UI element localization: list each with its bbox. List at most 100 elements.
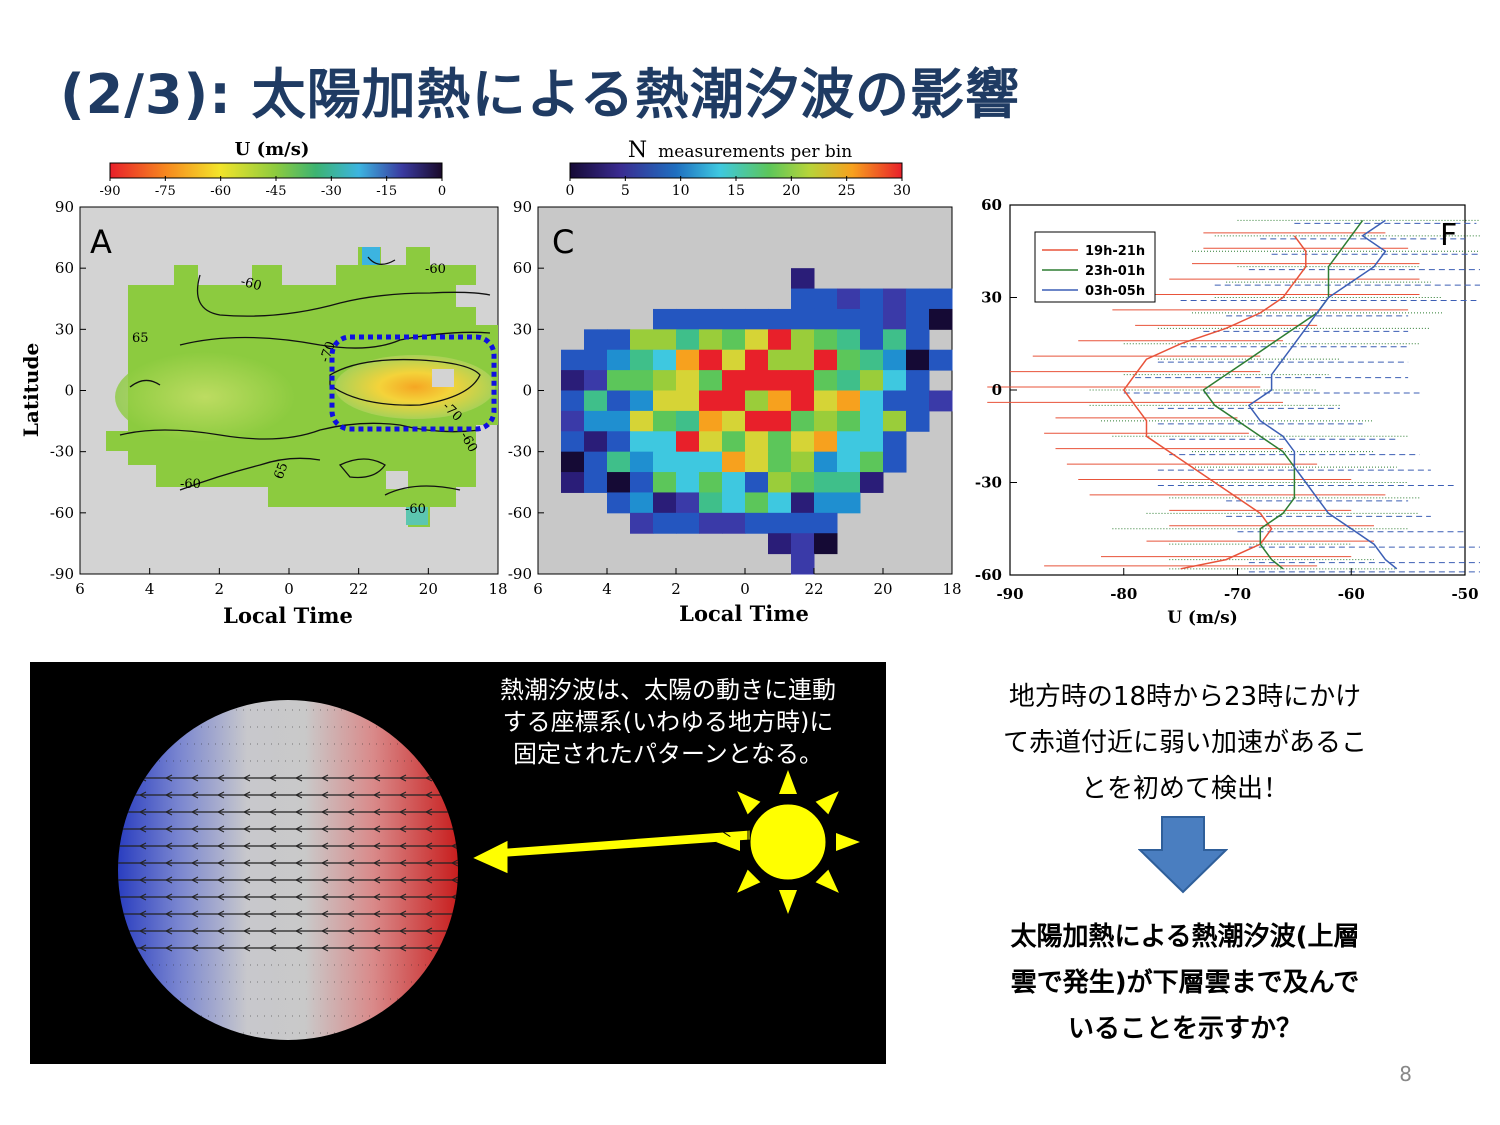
y-tick-label: 0 (992, 381, 1002, 399)
conclusion-line: いることを示すか？ (1067, 1014, 1302, 1044)
histogram-cell (584, 472, 608, 493)
histogram-cell (653, 431, 677, 453)
histogram-cell (561, 390, 585, 412)
x-tick-label: 18 (942, 580, 961, 598)
histogram-cell (561, 472, 585, 493)
histogram-cell (584, 410, 608, 432)
histogram-cell (584, 370, 608, 391)
histogram-cell (722, 410, 746, 432)
panel-a-colorbar-title: U (m/s) (235, 139, 310, 160)
x-tick-label: 22 (804, 580, 823, 598)
histogram-cell (791, 390, 815, 412)
venus-caption-line: 固定されたパターンとなる。 (513, 740, 823, 768)
colorbar-tick-label: 15 (727, 183, 745, 199)
down-arrow-icon (1138, 816, 1228, 894)
venus-planet (118, 700, 458, 1040)
histogram-cell (653, 370, 677, 391)
panel-a-contour-label: -60 (425, 262, 446, 277)
histogram-cell (791, 288, 815, 310)
histogram-cell (906, 410, 930, 432)
histogram-cell (883, 431, 907, 453)
panel-a-contour-label: 65 (272, 461, 292, 482)
histogram-cell (929, 308, 953, 330)
histogram-cell (699, 512, 723, 534)
histogram-cell (699, 410, 723, 432)
histogram-cell (653, 472, 677, 493)
legend-label: 23h-01h (1085, 264, 1145, 279)
histogram-cell (699, 370, 723, 391)
histogram-cell (630, 472, 654, 493)
venus-caption-line: する座標系(いわゆる地方時)に (503, 708, 834, 736)
histogram-cell (906, 370, 930, 391)
finding-text: 地方時の18時から23時にかけ て赤道付近に弱い加速があるこ とを初めて検出！ (945, 674, 1425, 812)
histogram-cell (860, 329, 884, 351)
histogram-cell (630, 390, 654, 412)
panel-c-cells (561, 268, 953, 575)
colorbar-tick-label: -30 (321, 184, 342, 199)
histogram-cell (607, 329, 631, 351)
histogram-cell (768, 533, 792, 555)
histogram-cell (768, 370, 792, 391)
histogram-cell (607, 431, 631, 453)
histogram-cell (653, 308, 677, 330)
y-tick-label: 60 (981, 196, 1002, 214)
histogram-cell (630, 370, 654, 391)
histogram-cell (883, 329, 907, 351)
y-tick-label: -60 (50, 504, 74, 522)
histogram-cell (699, 431, 723, 453)
panel-c-colorbar-title: N measurements per bin (628, 138, 852, 163)
chart-xlabel: U (m/s) (1167, 608, 1238, 628)
histogram-cell (883, 451, 907, 473)
colorbar-tick-label: 25 (838, 183, 856, 199)
histogram-cell (883, 390, 907, 412)
histogram-cell (860, 472, 884, 493)
histogram-cell (630, 451, 654, 473)
histogram-cell (837, 288, 861, 310)
x-tick-label: 4 (602, 580, 612, 598)
histogram-cell (768, 349, 792, 371)
histogram-cell (791, 349, 815, 371)
panel-c-colorbar-rest: measurements per bin (658, 142, 852, 162)
x-tick-label: 2 (671, 580, 681, 598)
histogram-cell (837, 451, 861, 473)
histogram-cell (653, 410, 677, 432)
histogram-cell (814, 512, 838, 534)
y-tick-label: -90 (50, 565, 74, 583)
histogram-cell (837, 349, 861, 371)
y-tick-label: -30 (508, 443, 532, 461)
histogram-cell (584, 349, 608, 371)
y-tick-label: 60 (513, 259, 532, 277)
histogram-cell (745, 329, 769, 351)
histogram-cell (607, 472, 631, 493)
chart-legend: 19h-21h 23h-01h 03h-05h (1034, 231, 1156, 303)
histogram-cell (676, 349, 700, 371)
histogram-cell (791, 308, 815, 330)
x-tick-label: -70 (1224, 585, 1251, 603)
histogram-cell (653, 390, 677, 412)
finding-line: とを初めて検出！ (1080, 774, 1289, 804)
finding-line: て赤道付近に弱い加速があるこ (1002, 728, 1367, 758)
histogram-cell (814, 390, 838, 412)
y-tick-label: 90 (513, 198, 532, 216)
histogram-cell (745, 390, 769, 412)
y-tick-label: 90 (55, 198, 74, 216)
histogram-cell (699, 472, 723, 493)
y-tick-label: 30 (55, 320, 74, 338)
histogram-cell (561, 451, 585, 473)
histogram-cell (676, 472, 700, 493)
histogram-cell (837, 390, 861, 412)
histogram-cell (607, 492, 631, 514)
histogram-cell (768, 308, 792, 330)
histogram-cell (722, 308, 746, 330)
histogram-cell (676, 308, 700, 330)
x-tick-label: 6 (75, 580, 85, 598)
colorbar-tick-label: -15 (376, 184, 397, 199)
histogram-cell (722, 349, 746, 371)
solar-heating-arrow (470, 820, 751, 875)
y-tick-label: -30 (975, 474, 1002, 492)
histogram-cell (791, 329, 815, 351)
histogram-cell (722, 329, 746, 351)
histogram-cell (860, 370, 884, 391)
sun-icon (716, 770, 860, 914)
panel-a-contour-label: -60 (239, 274, 263, 294)
